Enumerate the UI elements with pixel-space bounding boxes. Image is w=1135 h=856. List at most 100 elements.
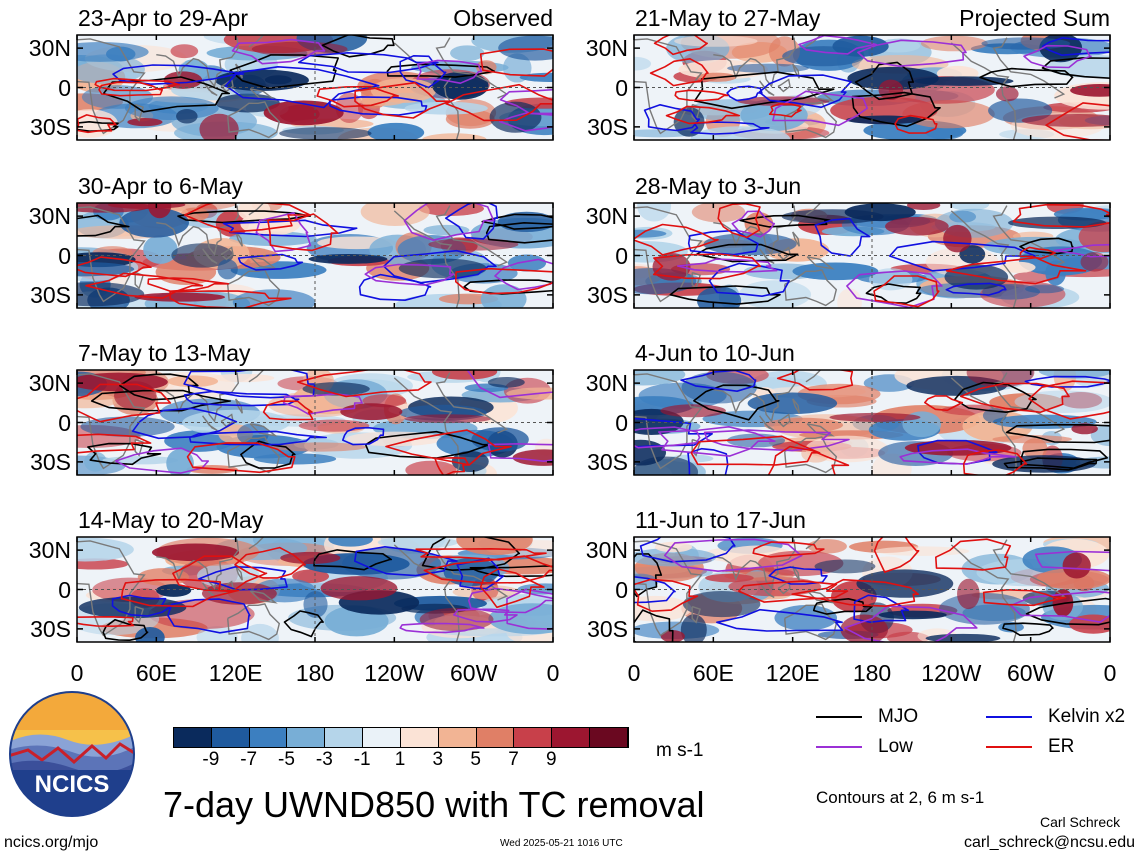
shading-blob xyxy=(781,209,884,224)
shading-blob xyxy=(360,203,430,226)
low-contour xyxy=(658,426,776,457)
low-contour xyxy=(403,203,495,241)
shading-blob xyxy=(489,101,542,133)
low-contour xyxy=(499,88,553,115)
er-contour xyxy=(94,77,181,92)
shading-blob xyxy=(885,217,949,236)
coastline xyxy=(156,37,240,88)
kelvin-contour xyxy=(634,576,676,604)
low-contour xyxy=(487,443,553,462)
shading-blob xyxy=(1022,438,1048,459)
low-contour xyxy=(1010,590,1110,623)
colorbar-swatch xyxy=(249,728,288,747)
panel-map-8 xyxy=(633,536,1111,643)
coastline xyxy=(235,231,243,247)
kelvin-contour xyxy=(328,96,428,116)
shading-blob xyxy=(404,414,492,424)
coastline xyxy=(792,63,800,79)
coastline xyxy=(202,415,218,432)
colorbar-tick-label: 5 xyxy=(470,749,481,770)
author-name: Carl Schreck xyxy=(1040,814,1121,830)
er-contour xyxy=(77,256,152,278)
kelvin-contour xyxy=(643,104,701,132)
lon-tick-label: 120E xyxy=(765,660,820,686)
colorbar-swatch xyxy=(363,728,401,747)
shading-blob xyxy=(1036,568,1110,590)
shading-blob xyxy=(1008,216,1107,229)
panel-map-1 xyxy=(76,34,554,141)
shading-blob xyxy=(217,259,238,280)
legend-line xyxy=(986,746,1032,748)
mjo-contour xyxy=(90,389,231,412)
coastline xyxy=(805,537,821,550)
er-contour xyxy=(767,445,850,475)
coastline xyxy=(77,373,146,470)
low-contour xyxy=(399,622,485,634)
shading-blob xyxy=(367,122,425,140)
mjo-contour xyxy=(1005,423,1110,444)
shading-blob xyxy=(792,262,879,281)
shading-blob xyxy=(105,46,136,62)
colorbar-swatch xyxy=(438,728,477,747)
panel-title-7: 4-Jun to 10-Jun xyxy=(635,340,795,366)
mjo-contour xyxy=(321,35,395,58)
shading-blob xyxy=(164,430,234,452)
mjo-contour xyxy=(1019,237,1074,255)
coastline xyxy=(691,605,701,624)
shading-blob xyxy=(272,442,367,452)
er-contour xyxy=(776,370,854,391)
lon-tick-label: 60W xyxy=(1007,660,1055,686)
colorbar-tick-label: 3 xyxy=(432,749,444,770)
shading-blob xyxy=(874,546,970,556)
coastline xyxy=(227,101,281,139)
coastline xyxy=(202,248,218,265)
coastline xyxy=(220,580,234,595)
shading-blob xyxy=(652,252,691,281)
coastline xyxy=(950,210,1017,308)
panel-map-7 xyxy=(633,369,1111,476)
kelvin-contour xyxy=(112,64,245,85)
lat-tick-label: 30N xyxy=(585,537,628,564)
coastline xyxy=(784,269,838,307)
mjo-contour xyxy=(313,549,392,571)
lat-tick-label: 30S xyxy=(30,448,71,475)
shading-blob xyxy=(176,109,198,124)
colorbar-tick-label: 1 xyxy=(394,749,406,770)
lat-tick-label: 30N xyxy=(585,370,628,397)
er-contour xyxy=(479,48,553,77)
shading-blob xyxy=(166,449,194,475)
shading-blob xyxy=(487,376,525,388)
lat-tick-label: 0 xyxy=(58,409,71,436)
shading-blob xyxy=(856,569,954,598)
shading-blob xyxy=(774,604,838,631)
er-contour xyxy=(738,580,849,603)
shading-blob xyxy=(423,224,470,236)
mjo-contour xyxy=(283,610,324,638)
kelvin-contour xyxy=(814,217,871,257)
coastline xyxy=(249,590,278,604)
mjo-contour xyxy=(865,283,922,304)
lon-tick-label: 0 xyxy=(70,660,84,686)
shading-blob xyxy=(342,547,442,580)
panel-corner-label: Projected Sum xyxy=(959,5,1110,31)
kelvin-contour xyxy=(1024,375,1110,388)
er-contour xyxy=(652,253,762,280)
mjo-contour xyxy=(1025,597,1110,626)
coastline xyxy=(992,37,1066,99)
er-contour xyxy=(752,541,825,558)
low-contour xyxy=(466,370,553,399)
low-contour xyxy=(364,263,455,286)
colorbar-swatch xyxy=(211,728,250,747)
low-contour xyxy=(468,587,553,614)
er-contour xyxy=(1045,102,1110,140)
lat-tick-label: 0 xyxy=(58,576,71,603)
website-link[interactable]: ncics.org/mjo xyxy=(4,834,99,851)
lon-tick-label: 60W xyxy=(450,660,498,686)
shading-blob xyxy=(340,403,403,421)
shading-blob xyxy=(137,568,189,586)
low-contour xyxy=(677,258,778,273)
legend-line xyxy=(816,716,862,718)
er-contour xyxy=(674,89,729,102)
author-email[interactable]: carl_schreck@ncsu.edu xyxy=(964,834,1135,851)
kelvin-contour xyxy=(758,74,852,109)
